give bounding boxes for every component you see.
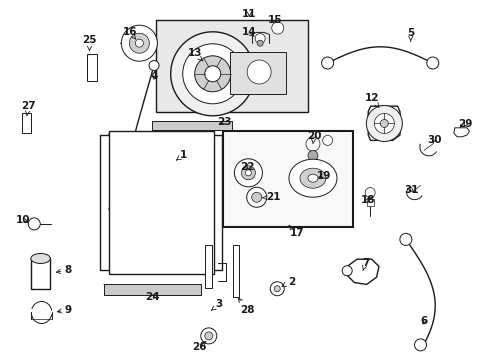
Text: 9: 9: [57, 305, 72, 315]
Text: 6: 6: [420, 316, 427, 326]
Text: 23: 23: [216, 117, 231, 127]
Text: 2: 2: [282, 276, 294, 287]
Text: 30: 30: [426, 135, 441, 145]
Bar: [232, 245, 239, 297]
Polygon shape: [156, 20, 307, 112]
Circle shape: [380, 120, 387, 127]
Circle shape: [121, 25, 157, 61]
Text: 12: 12: [364, 93, 378, 107]
Circle shape: [246, 60, 271, 84]
Text: 16: 16: [122, 27, 137, 40]
Text: 11: 11: [242, 9, 256, 19]
Bar: [103, 284, 201, 295]
Circle shape: [183, 44, 242, 104]
Text: 14: 14: [242, 27, 256, 37]
Polygon shape: [453, 128, 468, 137]
Circle shape: [270, 282, 284, 296]
Circle shape: [135, 39, 143, 47]
Text: 27: 27: [21, 101, 36, 116]
Text: 18: 18: [360, 195, 374, 205]
Bar: [229, 52, 285, 94]
Circle shape: [149, 60, 159, 71]
Circle shape: [271, 22, 283, 34]
Text: 8: 8: [56, 265, 72, 275]
Bar: [31, 258, 50, 289]
Ellipse shape: [299, 168, 325, 188]
Circle shape: [234, 159, 262, 187]
Bar: [151, 121, 232, 130]
Text: 22: 22: [239, 162, 254, 172]
Circle shape: [322, 135, 332, 145]
Circle shape: [342, 266, 351, 276]
Text: 26: 26: [192, 342, 206, 352]
Text: 20: 20: [306, 131, 321, 144]
Circle shape: [426, 57, 438, 69]
Text: 29: 29: [457, 119, 472, 129]
Text: 4: 4: [150, 71, 158, 81]
Text: 24: 24: [145, 292, 160, 302]
Text: 5: 5: [407, 28, 413, 41]
Circle shape: [365, 188, 374, 198]
Circle shape: [28, 218, 40, 230]
Text: 10: 10: [16, 215, 31, 225]
Circle shape: [194, 56, 230, 92]
Circle shape: [245, 170, 251, 176]
Circle shape: [414, 339, 426, 351]
Bar: [205, 245, 212, 288]
Text: 25: 25: [82, 35, 97, 50]
Polygon shape: [367, 106, 399, 140]
Text: 3: 3: [211, 299, 222, 310]
Bar: [22, 113, 31, 133]
Bar: [366, 199, 373, 206]
Circle shape: [204, 66, 220, 82]
Bar: [108, 131, 213, 274]
Text: 15: 15: [267, 15, 282, 25]
Circle shape: [307, 150, 317, 161]
Text: 13: 13: [187, 48, 203, 61]
Text: 17: 17: [288, 225, 304, 238]
Circle shape: [321, 57, 333, 69]
Circle shape: [170, 32, 254, 116]
Circle shape: [204, 332, 212, 340]
Ellipse shape: [31, 253, 50, 264]
Circle shape: [374, 113, 393, 134]
Circle shape: [201, 328, 216, 344]
Circle shape: [305, 137, 319, 151]
Circle shape: [129, 33, 149, 53]
Circle shape: [255, 33, 264, 44]
Ellipse shape: [307, 174, 317, 182]
Text: 19: 19: [316, 171, 330, 181]
Circle shape: [274, 286, 280, 292]
Circle shape: [246, 187, 266, 207]
Circle shape: [241, 166, 255, 180]
Circle shape: [251, 192, 261, 202]
Text: 21: 21: [262, 192, 281, 202]
Text: 28: 28: [238, 298, 254, 315]
Bar: [223, 131, 352, 227]
Circle shape: [366, 105, 402, 141]
Circle shape: [399, 233, 411, 246]
Text: 31: 31: [404, 185, 418, 195]
Text: 1: 1: [176, 150, 187, 160]
Bar: [87, 54, 97, 81]
Text: 7: 7: [361, 258, 369, 271]
Circle shape: [257, 40, 263, 46]
Ellipse shape: [288, 159, 336, 197]
